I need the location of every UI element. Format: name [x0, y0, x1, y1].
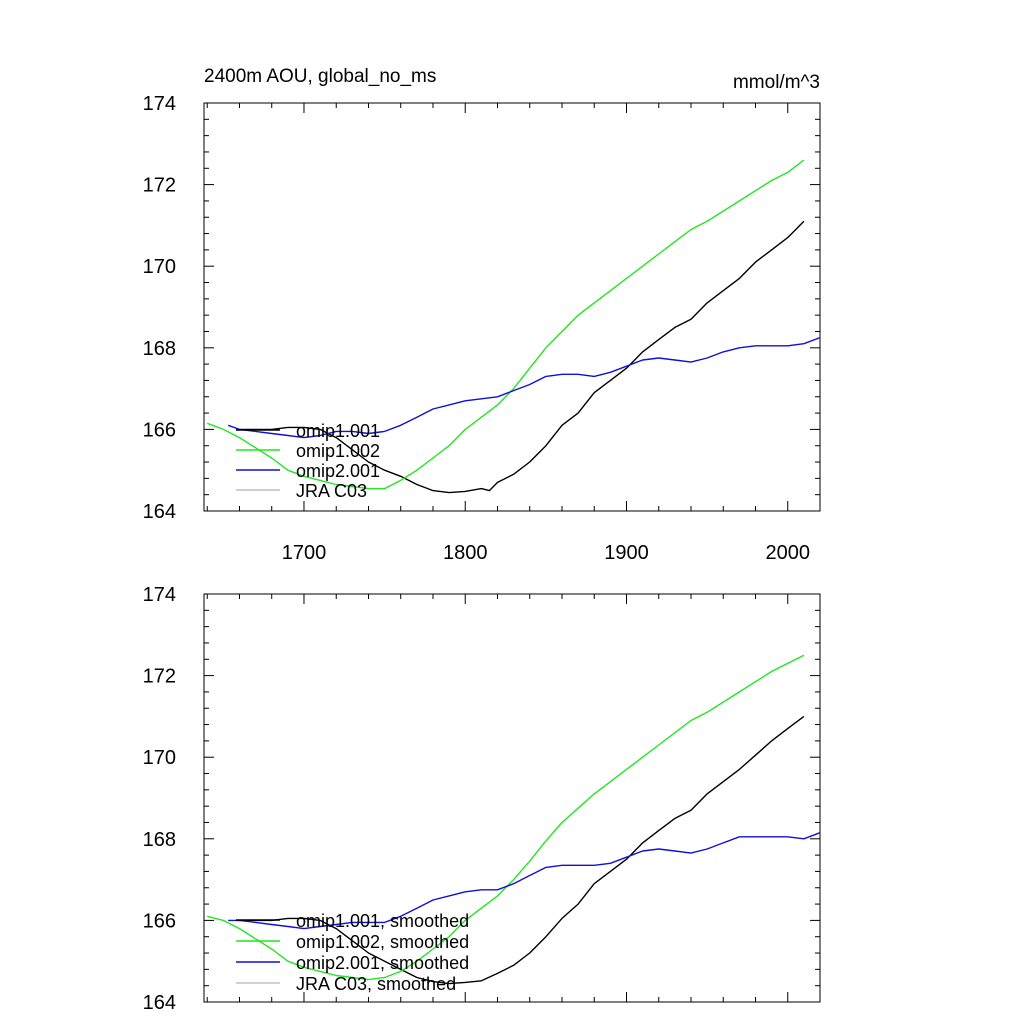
y-tick-label: 164	[143, 501, 176, 523]
series-line-omip1-001	[236, 220, 805, 494]
plot-frame	[203, 593, 821, 1003]
y-tick-label: 166	[143, 419, 176, 441]
series-line-omip1-002	[206, 159, 805, 490]
plot-frame	[203, 102, 821, 512]
series-line-omip2-001	[227, 336, 821, 439]
y-tick-label: 174	[143, 584, 176, 606]
legend-label: omip1.002, smoothed	[296, 932, 469, 952]
series-line-omip1-001-smoothed	[236, 715, 805, 985]
legend-label: omip1.001	[296, 421, 380, 441]
y-tick-label: 170	[143, 747, 176, 769]
y-tick-label: 168	[143, 829, 176, 851]
units-label: mmol/m^3	[733, 72, 820, 93]
y-tick-label: 174	[143, 93, 176, 115]
legend-label: omip1.001, smoothed	[296, 911, 469, 931]
series-line-omip2-001-smoothed	[228, 832, 821, 930]
x-tick-label: 1800	[443, 542, 488, 564]
x-tick-label: 1900	[604, 542, 649, 564]
legend-label: omip2.001, smoothed	[296, 953, 469, 973]
x-tick-label: 1700	[282, 542, 327, 564]
chart-title: 2400m AOU, global_no_ms	[204, 66, 436, 87]
y-tick-label: 168	[143, 338, 176, 360]
x-tick-label: 2000	[765, 542, 810, 564]
y-tick-label: 170	[143, 256, 176, 278]
y-tick-label: 166	[143, 910, 176, 932]
series-line-omip1-002-smoothed	[207, 654, 805, 981]
legend-label: omip1.002	[296, 441, 380, 461]
y-tick-label: 172	[143, 666, 176, 688]
y-tick-label: 172	[143, 175, 176, 197]
legend-label: JRA C03	[296, 481, 367, 501]
legend-label: JRA C03, smoothed	[296, 974, 456, 994]
legend-label: omip2.001	[296, 461, 380, 481]
top-panel: 1700 1800 1900 2000 164 166 168 170 172 174 omip1.…	[143, 93, 821, 564]
y-tick-label: 164	[143, 992, 176, 1014]
